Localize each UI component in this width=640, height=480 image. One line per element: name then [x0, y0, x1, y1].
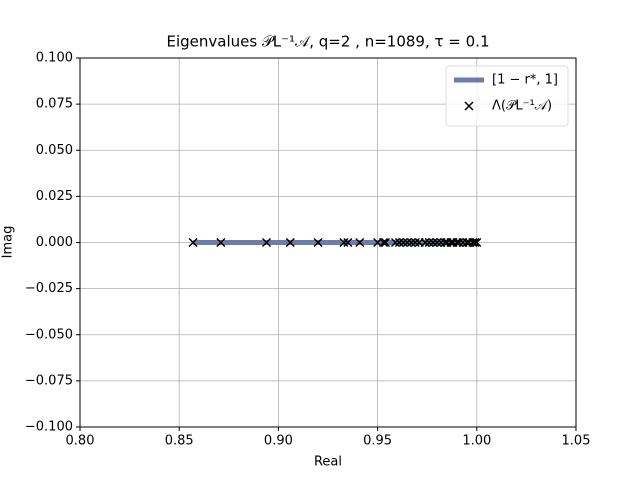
legend: [1 − r*, 1] Λ(𝒫L⁻¹𝒜) — [445, 65, 569, 127]
marker — [216, 237, 226, 248]
x-tick-label: 0.95 — [363, 434, 392, 449]
marker — [454, 237, 464, 248]
x-tick-label: 1.05 — [562, 434, 591, 449]
marker — [355, 237, 365, 248]
x-tick-label: 0.90 — [264, 434, 293, 449]
chart-title: Eigenvalues 𝒫L⁻¹𝒜, q=2 , n=1089, τ = 0.1 — [167, 33, 490, 51]
marker — [432, 237, 442, 248]
y-tick-label: −0.075 — [25, 373, 73, 388]
marker — [343, 237, 353, 248]
marker — [402, 237, 412, 248]
marker — [424, 237, 434, 248]
plot-frame — [79, 57, 577, 428]
marker — [390, 237, 400, 248]
marker — [188, 237, 198, 248]
x-tick-label: 0.80 — [66, 434, 95, 449]
marker — [470, 237, 480, 248]
marker — [468, 237, 478, 248]
marker — [379, 237, 389, 248]
y-tick-label: 0.100 — [36, 51, 73, 66]
y-tick-label: −0.100 — [25, 420, 73, 435]
legend-label: Λ(𝒫L⁻¹𝒜) — [492, 99, 552, 114]
marker — [406, 237, 416, 248]
y-tick-label: 0.000 — [36, 235, 73, 250]
marker — [339, 237, 349, 248]
marker — [285, 237, 295, 248]
marker — [394, 237, 404, 248]
y-tick-label: −0.025 — [25, 281, 73, 296]
y-tick-label: 0.075 — [36, 97, 73, 112]
y-tick-label: 0.050 — [36, 143, 73, 158]
marker — [464, 101, 474, 111]
x-tick-label: 1.00 — [462, 434, 491, 449]
marker — [472, 237, 482, 248]
y-axis-label: Imag — [1, 226, 16, 259]
marker — [410, 237, 420, 248]
x-tick-label: 0.85 — [165, 434, 194, 449]
y-tick-label: 0.025 — [36, 189, 73, 204]
y-tick-label: −0.050 — [25, 327, 73, 342]
marker — [381, 237, 391, 248]
marker — [313, 237, 323, 248]
legend-label: [1 − r*, 1] — [492, 73, 558, 88]
marker — [428, 237, 438, 248]
marker — [261, 237, 272, 248]
marker — [398, 237, 408, 248]
x-axis-label: Real — [314, 455, 342, 470]
marker — [420, 237, 430, 248]
